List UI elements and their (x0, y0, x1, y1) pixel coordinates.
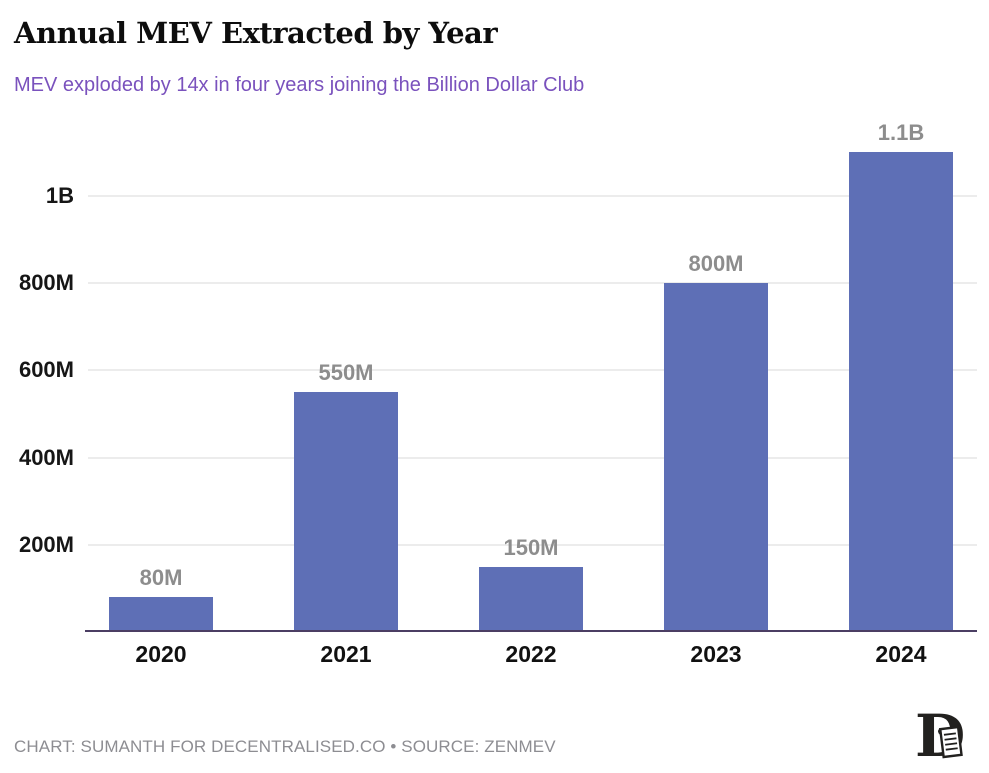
chart-subtitle: MEV exploded by 14x in four years joinin… (14, 74, 585, 96)
bar-slot-2023: 800M (664, 120, 768, 632)
bar-2021 (294, 392, 398, 632)
bar-slot-2021: 550M (294, 120, 398, 632)
gridline-1B (88, 195, 977, 197)
bar-series: 80M 550M 150M 800M 1.1B (88, 120, 977, 632)
bar-2022 (479, 566, 583, 632)
bar-slot-2020: 80M (109, 120, 213, 632)
bar-2020 (109, 597, 213, 632)
y-tick-label-200M: 200M (18, 531, 74, 557)
x-axis: 2020 2021 2022 2023 2024 (88, 641, 977, 668)
bar-2024 (849, 152, 953, 632)
plot-area: 80M 550M 150M 800M 1.1B (88, 120, 977, 632)
y-axis: 200M 400M 600M 800M 1B (0, 120, 78, 632)
bar-value-label-2022: 150M (503, 534, 559, 560)
x-tick-label-2021: 2021 (320, 641, 372, 667)
y-tick-label-1B: 1B (45, 183, 74, 208)
gridline-400M (88, 456, 977, 459)
y-tick-label-800M: 800M (18, 270, 74, 296)
x-axis-baseline (85, 630, 977, 632)
bar-value-label-2020: 80M (139, 565, 183, 591)
y-tick-label-600M: 600M (18, 357, 74, 383)
y-tick-label-400M: 400M (18, 444, 74, 470)
bar-value-label-2023: 800M (688, 251, 744, 277)
decentralised-logo: D (915, 703, 965, 767)
bar-slot-2024: 1.1B (849, 120, 953, 632)
x-tick-label-2023: 2023 (690, 641, 742, 667)
gridline-600M (88, 369, 977, 372)
x-tick-label-2024: 2024 (875, 641, 927, 667)
x-tick-label-2020: 2020 (135, 641, 187, 667)
x-tick-label-2022: 2022 (505, 641, 557, 667)
bar-value-label-2024: 1.1B (877, 120, 925, 146)
attribution-text: CHART: SUMANTH FOR DECENTRALISED.CO • SO… (14, 737, 556, 756)
gridline-800M (88, 282, 977, 285)
bar-slot-2022: 150M (479, 120, 583, 632)
bar-value-label-2021: 550M (318, 360, 374, 386)
chart-title: Annual MEV Extracted by Year (14, 16, 498, 50)
bar-2023 (664, 283, 768, 632)
gridline-200M (88, 543, 977, 546)
